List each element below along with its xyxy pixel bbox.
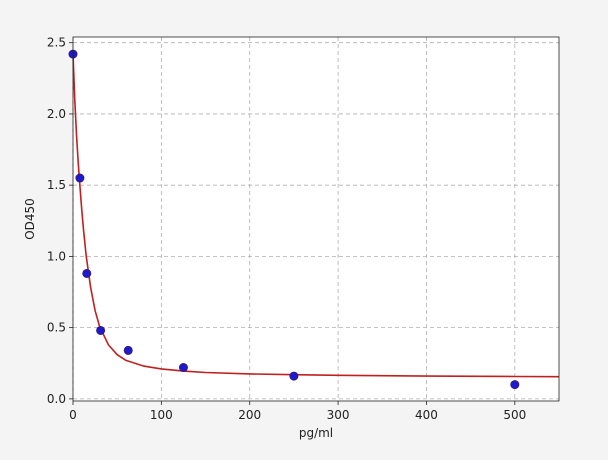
y-tick-label: 0.0 [47, 392, 66, 406]
x-tick-label: 100 [150, 408, 173, 422]
x-tick-label: 200 [238, 408, 261, 422]
x-tick-label: 300 [327, 408, 350, 422]
data-point [123, 345, 133, 355]
data-point [510, 380, 520, 390]
data-point [289, 371, 299, 381]
fit-curve [72, 54, 560, 378]
data-point [82, 268, 92, 278]
data-point [75, 173, 85, 183]
y-tick-label: 0.5 [47, 321, 66, 335]
data-point [178, 363, 188, 373]
y-tick-label: 1.0 [47, 249, 66, 263]
x-tick-label: 500 [503, 408, 526, 422]
x-axis-label: pg/ml [299, 426, 333, 440]
y-tick-label: 2.0 [47, 107, 66, 121]
y-axis-label: OD450 [23, 198, 37, 240]
data-point [96, 325, 106, 335]
y-tick-label: 2.5 [47, 36, 66, 50]
y-tick-label: 1.5 [47, 178, 66, 192]
x-tick-label: 400 [415, 408, 438, 422]
plot-area [73, 37, 559, 401]
plot-frame [72, 36, 560, 402]
x-tick-label: 0 [69, 408, 77, 422]
